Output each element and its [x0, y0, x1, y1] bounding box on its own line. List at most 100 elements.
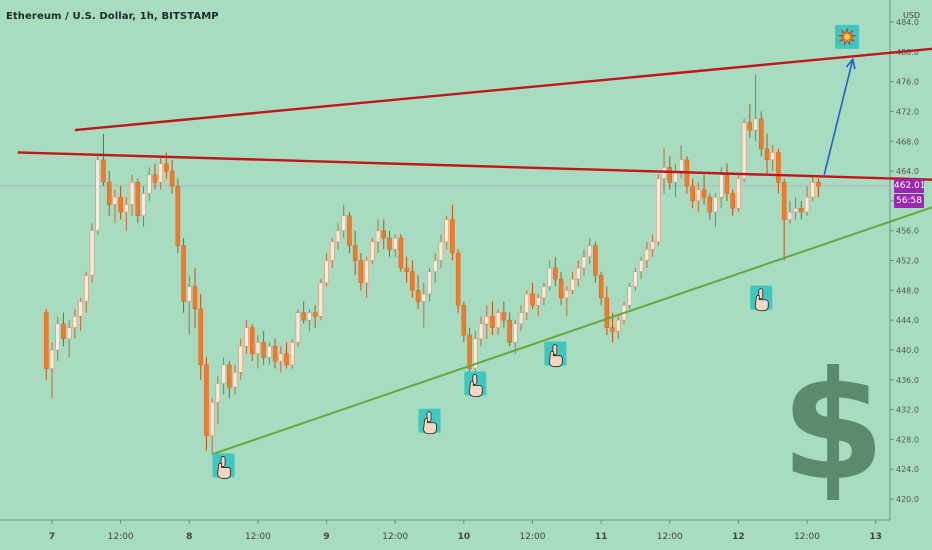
upper-resistance-line[interactable] [74, 41, 932, 132]
candle-body [352, 245, 358, 261]
candle-body [404, 267, 409, 272]
price-tick-label: 436.0 [896, 376, 919, 385]
rising-support-line[interactable] [211, 197, 932, 456]
time-tick-label: 11 [595, 532, 608, 542]
candle-body [278, 353, 284, 362]
candle-body [661, 167, 667, 179]
pointing-hand-icon-palm [754, 295, 769, 312]
candle-body [415, 290, 421, 302]
candle-body [215, 383, 221, 403]
projection-arrow[interactable] [823, 59, 854, 175]
pointing-hand-icon-palm [468, 380, 483, 397]
candle-body [776, 152, 781, 183]
candle-body [724, 174, 730, 194]
countdown-badge: 56:58 [894, 193, 924, 208]
time-tick-label: 8 [186, 532, 192, 542]
candle-body [518, 312, 524, 325]
pointing-hand-icon-finger [552, 344, 558, 356]
candle-body [284, 353, 289, 366]
price-tick-label: 456.0 [896, 227, 919, 236]
candle-body [810, 181, 816, 198]
projection-arrow-head [845, 57, 856, 70]
candle-body [44, 312, 49, 369]
candle-body [272, 345, 278, 362]
candle-body [267, 345, 272, 358]
candle-body [61, 323, 66, 340]
candle-body [118, 196, 123, 213]
candle-body [301, 312, 306, 321]
candle-body [747, 122, 753, 131]
candle-body [696, 189, 701, 202]
candle-body [718, 174, 724, 198]
candle-body [89, 230, 95, 276]
candle-body [164, 163, 169, 172]
candle-body [650, 241, 655, 250]
candle-body [575, 267, 581, 280]
candle-body [335, 230, 341, 243]
candle-body [804, 196, 810, 213]
pointing-hand-icon-finger [220, 456, 226, 467]
price-tick-label: 452.0 [896, 257, 919, 266]
candle-body [370, 241, 375, 261]
price-tick-label: 432.0 [896, 406, 919, 415]
price-tick-label: 444.0 [896, 316, 919, 325]
candle-body [455, 252, 461, 306]
candle-body [473, 338, 478, 369]
time-tick-label: 13 [869, 532, 882, 542]
candle-body [66, 327, 72, 340]
candle-body [381, 230, 387, 239]
price-tick-label: 468.0 [896, 137, 919, 146]
candle-body [295, 312, 301, 343]
candle-body [741, 122, 747, 179]
time-tick-label: 12:00 [108, 532, 134, 542]
candle-body [158, 163, 163, 183]
candle-body [816, 181, 821, 187]
time-tick-label: 9 [323, 532, 329, 542]
candle-body [547, 267, 552, 287]
time-tick-label: 12:00 [382, 532, 408, 542]
time-tick-label: 7 [49, 532, 55, 542]
pointing-hand-icon-palm [548, 351, 563, 368]
candle-body [221, 364, 226, 384]
price-axis-currency: USD [903, 11, 921, 20]
candle-body [358, 260, 364, 284]
candle-body [255, 342, 261, 354]
price-tick-label: 448.0 [896, 286, 919, 295]
candle-body [198, 308, 203, 366]
candle-body [261, 342, 266, 358]
last-price-badge: 462.01 [894, 178, 926, 193]
candle-body [787, 211, 793, 220]
price-tick-label: 472.0 [896, 107, 919, 116]
pointing-hand-icon-finger [758, 288, 764, 300]
candle-body [95, 159, 101, 231]
candle-body [438, 241, 444, 261]
pointing-hand-icon-palm [217, 462, 231, 479]
candle-body [627, 286, 632, 306]
candle-body [678, 159, 684, 172]
candle-body [146, 174, 152, 194]
candle-body [690, 185, 695, 202]
candle-body [667, 167, 673, 183]
candle-body [535, 297, 541, 306]
candle-body [364, 260, 369, 284]
time-tick-label: 12:00 [520, 532, 546, 542]
candle-body [135, 181, 141, 217]
candle-body [484, 316, 489, 325]
candle-body [610, 327, 615, 332]
candle-body [558, 278, 564, 299]
time-tick-label: 12:00 [657, 532, 683, 542]
pointing-hand-icon-finger [472, 374, 478, 385]
horizontal-resistance-line[interactable] [17, 151, 932, 182]
candle-body [467, 334, 472, 369]
candle-body [72, 316, 78, 328]
candle-body [398, 237, 404, 269]
candle-body [427, 271, 432, 295]
chart-title: Ethereum / U.S. Dollar, 1h, BITSTAMP [6, 11, 219, 22]
candle-body [570, 278, 575, 291]
candle-body [656, 178, 661, 243]
candle-body [507, 319, 512, 343]
candle-body [707, 196, 713, 213]
candle-body [55, 323, 60, 351]
